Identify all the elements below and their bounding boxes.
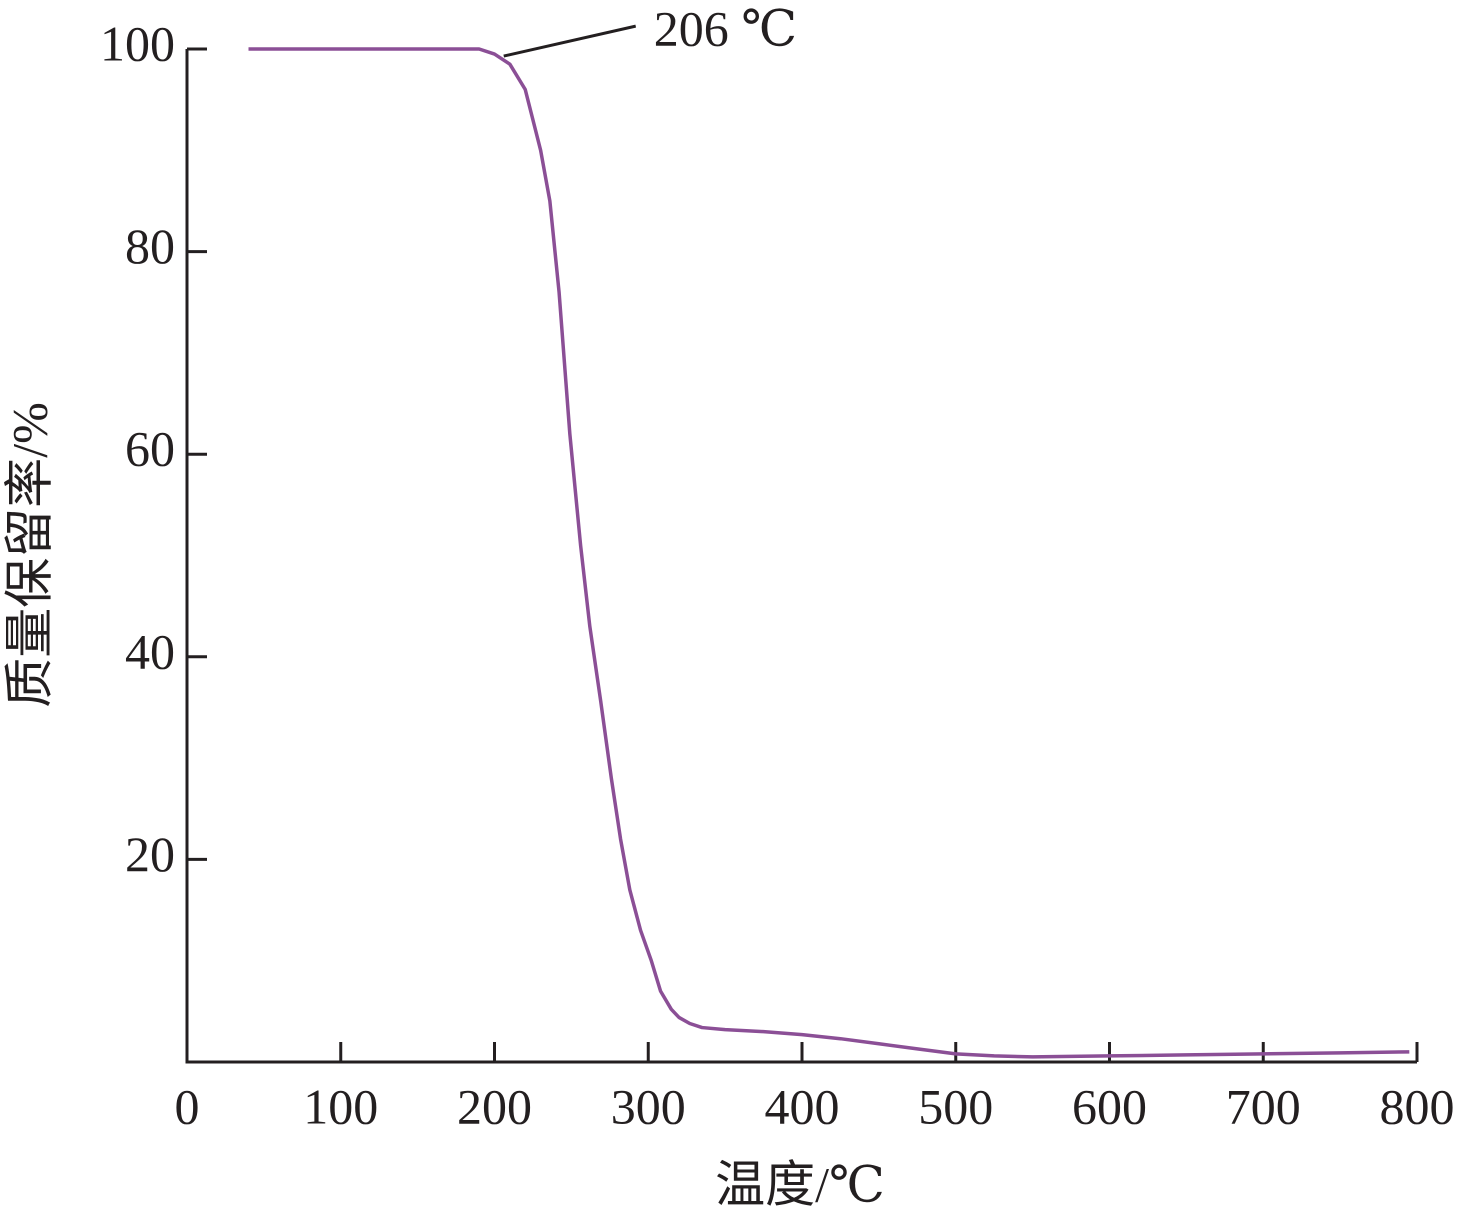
axes <box>185 49 1417 1064</box>
x-tick-label: 500 <box>918 1078 993 1134</box>
x-tick-label: 600 <box>1072 1078 1147 1134</box>
x-tick-label: 100 <box>303 1078 378 1134</box>
x-tick-label: 0 <box>175 1078 200 1134</box>
x-axis-label: 温度/℃ <box>715 1156 885 1212</box>
data-line <box>248 47 1410 1059</box>
x-tick-label: 300 <box>611 1078 686 1134</box>
y-axis-label: 质量保留率/% <box>1 402 57 708</box>
y-tick-label: 100 <box>100 15 175 71</box>
x-tick-label: 700 <box>1226 1078 1301 1134</box>
y-tick-label: 60 <box>125 421 175 477</box>
y-tick-label: 40 <box>125 623 175 679</box>
y-tick-label: 20 <box>125 826 175 882</box>
x-tick-label: 200 <box>457 1078 532 1134</box>
annotation: 206 ℃ <box>654 1 797 57</box>
x-tick-label: 400 <box>765 1078 840 1134</box>
y-tick-label: 80 <box>125 218 175 274</box>
annotation-leader <box>503 24 637 58</box>
x-tick-label: 800 <box>1380 1078 1455 1134</box>
